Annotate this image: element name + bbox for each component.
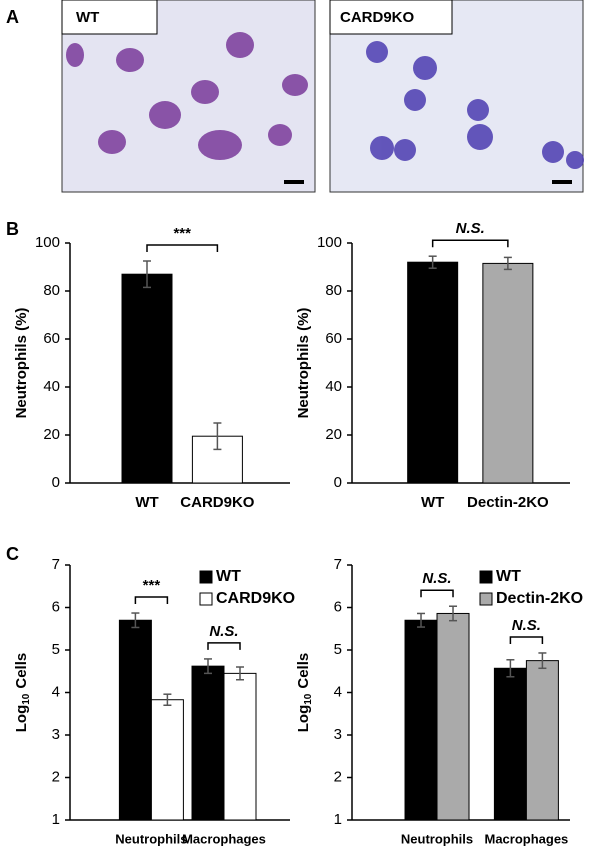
y-tick-label: 6 bbox=[52, 598, 60, 615]
y-tick-label: 100 bbox=[317, 234, 342, 251]
significance-bracket bbox=[431, 239, 509, 248]
significance-label: N.S. bbox=[456, 220, 485, 237]
significance-bracket bbox=[420, 589, 454, 598]
image-label: WT bbox=[76, 9, 99, 26]
legend-swatch bbox=[199, 592, 213, 606]
y-tick-label: 7 bbox=[334, 556, 342, 573]
panel-label: C bbox=[6, 544, 19, 564]
y-tick-label: 4 bbox=[52, 683, 60, 700]
y-axis-label: Neutrophils (%) bbox=[295, 308, 312, 419]
y-tick-label: 40 bbox=[43, 378, 60, 395]
legend-swatch bbox=[199, 570, 213, 584]
significance-label: *** bbox=[173, 225, 191, 242]
y-tick-label: 20 bbox=[43, 426, 60, 443]
y-tick-label: 60 bbox=[325, 330, 342, 347]
significance-bracket bbox=[146, 244, 219, 252]
significance-label: *** bbox=[143, 577, 161, 594]
significance-bracket bbox=[509, 636, 544, 644]
y-axis-label-base: Log bbox=[13, 705, 30, 733]
x-tick-label: Dectin-2KO bbox=[467, 494, 549, 511]
legend-label: CARD9KO bbox=[216, 590, 295, 607]
bar bbox=[404, 619, 438, 821]
image-label: CARD9KO bbox=[340, 9, 415, 26]
significance-bracket bbox=[207, 642, 241, 650]
y-tick-label: 2 bbox=[52, 768, 60, 785]
x-tick-label: WT bbox=[421, 494, 444, 511]
y-tick-label: 60 bbox=[43, 330, 60, 347]
y-axis-label-subscript: 10 bbox=[21, 693, 32, 705]
y-tick-label: 3 bbox=[52, 726, 60, 743]
bar bbox=[407, 261, 459, 484]
y-tick-label: 100 bbox=[35, 234, 60, 251]
y-tick-label: 1 bbox=[334, 811, 342, 828]
y-tick-label: 1 bbox=[52, 811, 60, 828]
x-tick-label: CARD9KO bbox=[180, 494, 255, 511]
bar bbox=[436, 612, 470, 821]
panel-label: A bbox=[6, 7, 19, 27]
y-axis-label: Log10 Cells bbox=[13, 653, 32, 732]
y-tick-label: 40 bbox=[325, 378, 342, 395]
y-axis-label-text: Cells bbox=[295, 653, 312, 689]
bar bbox=[223, 672, 257, 821]
y-tick-label: 4 bbox=[334, 683, 342, 700]
panel-label: B bbox=[6, 219, 19, 239]
y-axis-label: Log10 Cells bbox=[295, 653, 314, 732]
bar bbox=[191, 665, 225, 821]
x-tick-label: WT bbox=[135, 494, 158, 511]
y-tick-label: 5 bbox=[334, 641, 342, 658]
y-tick-label: 80 bbox=[325, 282, 342, 299]
significance-bracket bbox=[134, 596, 169, 605]
y-tick-label: 5 bbox=[52, 641, 60, 658]
y-tick-label: 20 bbox=[325, 426, 342, 443]
bar bbox=[121, 273, 173, 484]
bar bbox=[493, 667, 527, 821]
y-tick-label: 0 bbox=[52, 474, 60, 491]
y-tick-label: 6 bbox=[334, 598, 342, 615]
micrograph: WT bbox=[61, 0, 316, 193]
legend-label: WT bbox=[496, 568, 521, 585]
x-tick-label: Macrophages bbox=[182, 831, 266, 846]
y-axis-label: Neutrophils (%) bbox=[13, 308, 30, 419]
significance-label: N.S. bbox=[209, 623, 238, 640]
legend-swatch bbox=[479, 570, 493, 584]
y-tick-label: 3 bbox=[334, 726, 342, 743]
y-axis-label-text: Cells bbox=[13, 653, 30, 689]
bar bbox=[118, 619, 152, 821]
y-axis-label-subscript: 10 bbox=[303, 693, 314, 705]
bar bbox=[525, 660, 559, 821]
y-tick-label: 80 bbox=[43, 282, 60, 299]
legend-swatch bbox=[479, 592, 493, 606]
significance-label: N.S. bbox=[422, 570, 451, 587]
x-tick-label: Neutrophils bbox=[115, 831, 187, 846]
y-tick-label: 2 bbox=[334, 768, 342, 785]
x-tick-label: Neutrophils bbox=[401, 831, 473, 846]
x-tick-label: Macrophages bbox=[484, 831, 568, 846]
legend-label: WT bbox=[216, 568, 241, 585]
significance-label: N.S. bbox=[512, 617, 541, 634]
bar bbox=[482, 262, 534, 484]
y-tick-label: 0 bbox=[334, 474, 342, 491]
y-axis-label-base: Log bbox=[295, 705, 312, 733]
y-tick-label: 7 bbox=[52, 556, 60, 573]
bar bbox=[150, 699, 184, 821]
legend-label: Dectin-2KO bbox=[496, 590, 583, 607]
micrograph: CARD9KO bbox=[329, 0, 584, 193]
